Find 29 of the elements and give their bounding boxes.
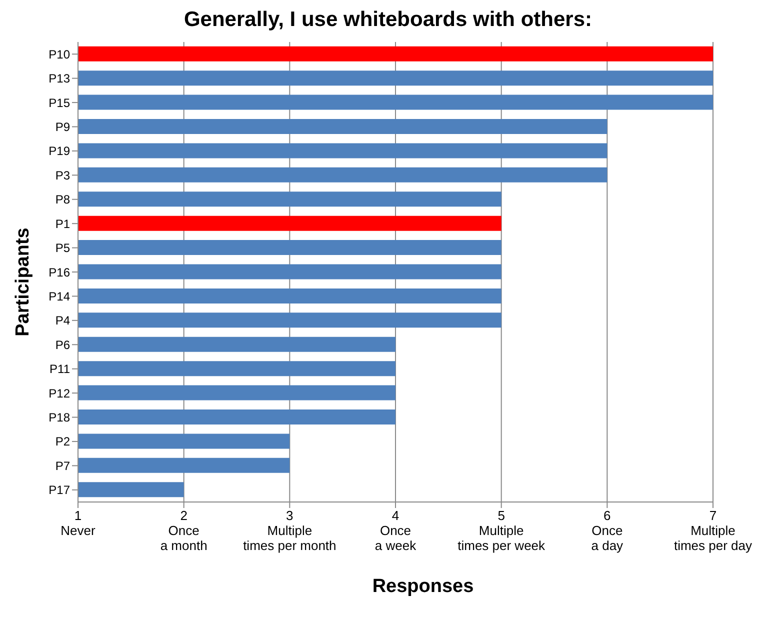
x-tick-label: 6 Once a day — [591, 508, 624, 553]
y-tick-label: P6 — [55, 338, 70, 352]
y-tick-label: P15 — [48, 96, 70, 110]
y-tick-label: P4 — [55, 314, 70, 328]
y-tick-label: P2 — [55, 434, 70, 449]
y-tick-label: P9 — [55, 120, 70, 134]
y-tick-label: P8 — [55, 192, 70, 207]
chart-title: Generally, I use whiteboards with others: — [182, 8, 594, 32]
x-tick-label: 2 Once a month — [160, 508, 208, 553]
y-tick-label: P13 — [48, 72, 70, 86]
x-tick-label: 1 Never — [60, 508, 96, 538]
y-tick-label: P11 — [50, 362, 70, 376]
y-tick-label: P19 — [48, 144, 70, 158]
x-tick-label: 3 Multiple times per month — [243, 508, 336, 553]
x-tick-label: 5 Multiple times per week — [458, 508, 546, 553]
y-tick-label: P1 — [55, 216, 70, 231]
y-tick-label: P18 — [48, 410, 70, 425]
y-tick-label: P12 — [48, 386, 70, 400]
y-axis-title: Participants — [12, 228, 34, 336]
y-tick-label: P5 — [55, 241, 70, 256]
x-tick-label: 4 Once a week — [374, 508, 417, 553]
y-tick-label: P14 — [48, 289, 70, 304]
y-tick-label: P7 — [55, 458, 70, 473]
y-tick-label: P17 — [48, 483, 70, 498]
y-tick-label: P10 — [48, 47, 70, 62]
y-tick-label: P3 — [55, 168, 70, 182]
y-tick-label: P16 — [48, 265, 70, 280]
x-axis-title: Responses — [371, 576, 475, 598]
x-tick-label: 7 Multiple times per day — [674, 508, 753, 553]
